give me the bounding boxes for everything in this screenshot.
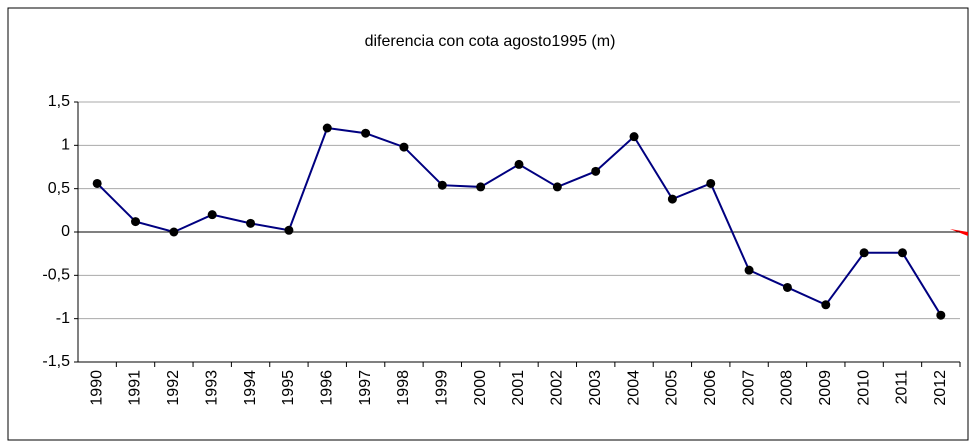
x-tick-label: 1990 xyxy=(88,370,105,406)
data-point xyxy=(437,180,447,190)
x-tick-label: 2010 xyxy=(855,370,872,406)
x-tick-label: 1997 xyxy=(357,370,374,406)
x-tick-label: 1991 xyxy=(127,370,144,406)
x-tick-label: 2000 xyxy=(472,370,489,406)
data-point xyxy=(246,218,256,228)
data-point xyxy=(322,123,332,133)
y-tick-label: 0 xyxy=(61,223,70,240)
y-tick-label: -0,5 xyxy=(42,267,70,284)
x-tick-label: 2005 xyxy=(664,370,681,406)
x-tick-label: 2007 xyxy=(740,370,757,406)
x-tick-label: 1992 xyxy=(165,370,182,406)
y-tick-label: 0,5 xyxy=(48,180,70,197)
x-tick-label: 1993 xyxy=(203,370,220,406)
y-tick-label: -1 xyxy=(56,310,70,327)
x-tick-label: 2006 xyxy=(702,370,719,406)
x-tick-label: 1995 xyxy=(280,370,297,406)
data-point xyxy=(514,159,524,169)
data-point xyxy=(782,282,792,292)
x-tick-label: 2008 xyxy=(779,370,796,406)
x-tick-label: 2001 xyxy=(510,370,527,406)
x-tick-label: 2009 xyxy=(817,370,834,406)
data-point xyxy=(92,178,102,188)
data-point xyxy=(706,178,716,188)
x-tick-label: 1998 xyxy=(395,370,412,406)
chart-border xyxy=(7,7,969,441)
data-point xyxy=(936,310,946,320)
x-tick-label: 2003 xyxy=(587,370,604,406)
y-tick-label: 1,5 xyxy=(48,93,70,110)
x-tick-label: 1996 xyxy=(318,370,335,406)
chart-title: diferencia con cota agosto1995 (m) xyxy=(365,33,616,50)
x-tick-label: 2011 xyxy=(894,370,911,405)
data-point xyxy=(399,142,409,152)
x-tick-label: 1994 xyxy=(242,370,259,406)
y-tick-label: -1,5 xyxy=(42,353,70,370)
data-point xyxy=(131,217,141,227)
data-point xyxy=(169,227,179,237)
data-point xyxy=(591,166,601,176)
data-point xyxy=(361,128,371,138)
y-tick-label: 1 xyxy=(61,137,70,154)
x-tick-label: 2004 xyxy=(625,370,642,406)
data-point xyxy=(744,265,754,275)
x-tick-label: 1999 xyxy=(434,370,451,406)
data-point xyxy=(821,300,831,310)
data-point xyxy=(552,182,562,192)
x-tick-label: 2002 xyxy=(549,370,566,406)
data-point xyxy=(476,182,486,192)
data-point xyxy=(897,248,907,258)
data-point xyxy=(207,210,217,220)
x-tick-label: 2012 xyxy=(932,370,949,406)
data-point xyxy=(629,132,639,142)
data-point xyxy=(859,248,869,258)
data-point xyxy=(667,194,677,204)
data-point xyxy=(284,225,294,235)
